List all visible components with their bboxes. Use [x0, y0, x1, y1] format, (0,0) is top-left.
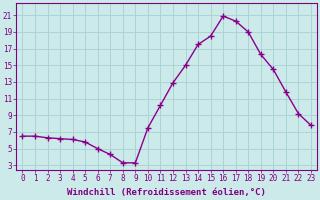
X-axis label: Windchill (Refroidissement éolien,°C): Windchill (Refroidissement éolien,°C)	[67, 188, 266, 197]
